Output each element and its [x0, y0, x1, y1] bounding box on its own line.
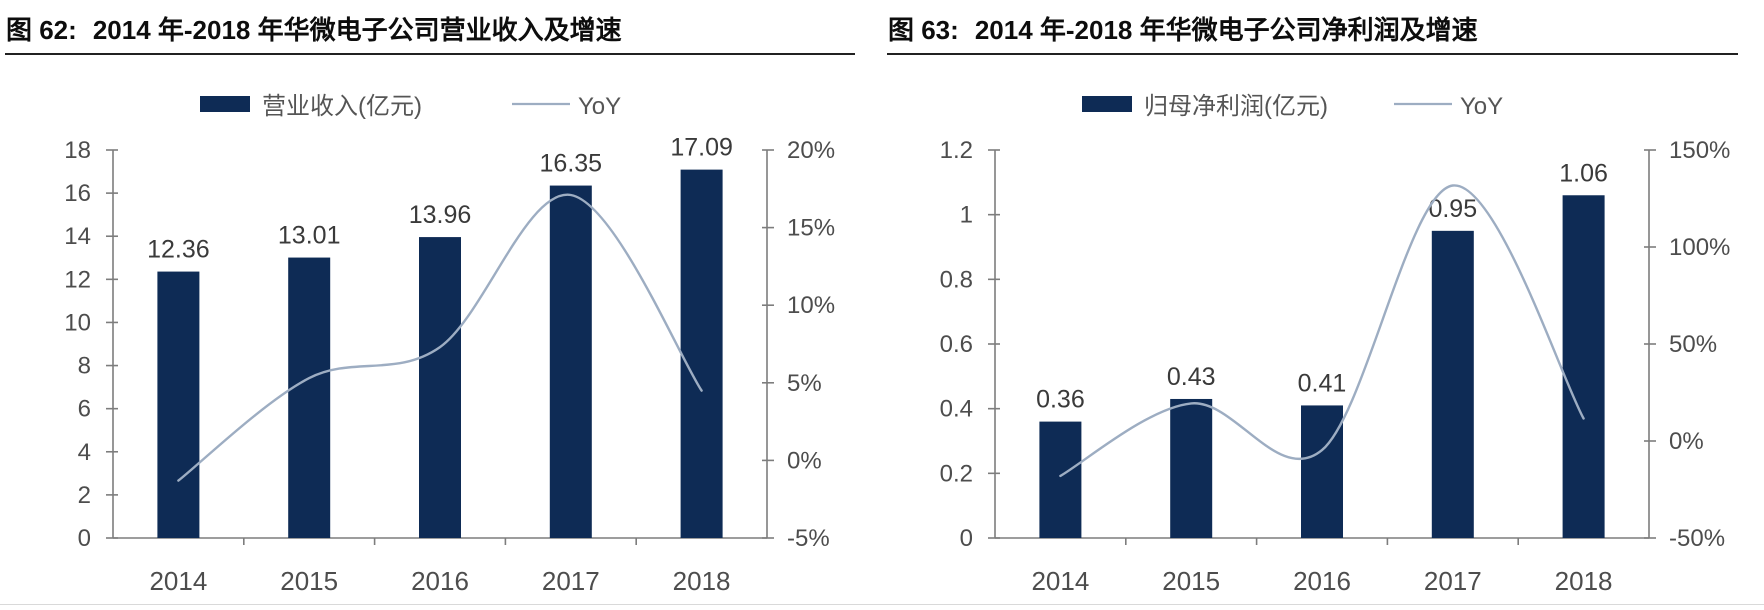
- yoy-line: [1059, 184, 1585, 478]
- category-label: 2018: [673, 566, 731, 596]
- data-label: 0.43: [1167, 363, 1216, 391]
- bar-2016: [419, 237, 461, 538]
- right-axis-tick-label: 10%: [787, 292, 835, 319]
- category-label: 2017: [1424, 566, 1482, 596]
- bottom-divider: [0, 604, 1764, 605]
- figure-title: 2014 年-2018 年华微电子公司净利润及增速: [974, 15, 1478, 45]
- net-profit-figure-panel: 图 63: 2014 年-2018 年华微电子公司净利润及增速 归母净利润(亿元…: [882, 0, 1764, 606]
- data-label: 0.95: [1428, 195, 1477, 223]
- left-axis-tick-label: 18: [64, 137, 91, 164]
- data-label: 0.36: [1036, 386, 1085, 414]
- figure-label: 图 63:: [888, 15, 959, 45]
- left-axis-tick-label: 16: [64, 180, 91, 207]
- data-label: 13.96: [409, 201, 472, 229]
- right-axis-tick-label: 150%: [1669, 137, 1730, 164]
- title-divider: [5, 53, 855, 55]
- left-axis-tick-label: 14: [64, 223, 91, 250]
- data-label: 13.01: [278, 222, 341, 250]
- left-axis-tick-label: 8: [78, 353, 91, 380]
- category-label: 2014: [1031, 566, 1089, 596]
- left-axis-tick-label: 0.8: [940, 266, 973, 293]
- right-axis-tick-label: -50%: [1669, 525, 1725, 552]
- right-axis-tick-label: 15%: [787, 215, 835, 242]
- left-axis-tick-label: 2: [78, 482, 91, 509]
- category-label: 2018: [1555, 566, 1613, 596]
- data-label: 1.06: [1559, 159, 1608, 187]
- data-label: 0.41: [1298, 369, 1347, 397]
- net-profit-chart: 归母净利润(亿元) YoY 1.2 1 0.8 0.6 0.4 0.2 0 150% 100% 50%…: [940, 93, 1731, 596]
- bar-2016: [1301, 405, 1343, 538]
- left-axis-tick-label: 0: [960, 525, 973, 552]
- left-axis-tick-label: 4: [78, 439, 91, 466]
- category-label: 2016: [1293, 566, 1351, 596]
- legend-bar-label: 营业收入(亿元): [262, 93, 422, 120]
- legend-line-label: YoY: [1460, 93, 1503, 120]
- left-axis-tick-label: 0.6: [940, 331, 973, 358]
- bar-2018: [680, 169, 723, 539]
- revenue-figure-panel: 图 62: 2014 年-2018 年华微电子公司营业收入及增速 营业收入(亿元…: [0, 0, 882, 606]
- figure-title: 2014 年-2018 年华微电子公司营业收入及增速: [92, 15, 622, 45]
- bar-2018: [1562, 195, 1605, 538]
- left-axis-tick-label: 0: [78, 525, 91, 552]
- left-axis-tick-label: 12: [64, 266, 91, 293]
- category-label: 2016: [411, 566, 469, 596]
- left-axis-tick-label: 10: [64, 309, 91, 336]
- figure-label: 图 62:: [6, 15, 77, 45]
- figure-title-row: 图 62: 2014 年-2018 年华微电子公司营业收入及增速: [6, 10, 622, 47]
- bar-2017: [549, 185, 592, 539]
- left-axis-tick-label: 6: [78, 396, 91, 423]
- legend-line-label: YoY: [578, 93, 621, 120]
- yoy-line: [177, 193, 703, 482]
- bar-2015: [1170, 398, 1213, 538]
- bar-2015: [288, 257, 331, 538]
- right-axis-tick-label: 100%: [1669, 234, 1730, 261]
- title-divider: [887, 53, 1738, 55]
- right-axis-tick-label: 0%: [787, 447, 822, 474]
- right-axis-tick-label: 20%: [787, 137, 835, 164]
- category-label: 2017: [542, 566, 600, 596]
- bar-2014: [1039, 421, 1082, 538]
- right-axis-tick-label: -5%: [787, 525, 830, 552]
- left-axis-tick-label: 1: [960, 202, 973, 229]
- category-label: 2015: [1162, 566, 1220, 596]
- left-axis-tick-label: 0.4: [940, 396, 973, 423]
- right-axis-tick-label: 5%: [787, 370, 822, 397]
- revenue-chart: 营业收入(亿元) YoY 18 16 14 12 10 8 6 4 2 0 20% 15% 10% 5% 0% -…: [64, 93, 835, 596]
- legend-bar-swatch: [200, 96, 250, 112]
- bar-2017: [1431, 230, 1474, 539]
- bar-2014: [157, 271, 200, 538]
- right-axis-tick-label: 0%: [1669, 428, 1704, 455]
- data-label: 12.36: [147, 236, 210, 264]
- data-label: 17.09: [670, 134, 733, 162]
- right-axis-tick-label: 50%: [1669, 331, 1717, 358]
- category-label: 2015: [280, 566, 338, 596]
- figure-title-row: 图 63: 2014 年-2018 年华微电子公司净利润及增速: [888, 10, 1478, 47]
- data-label: 16.35: [540, 150, 603, 178]
- category-label: 2014: [149, 566, 207, 596]
- left-axis-tick-label: 0.2: [940, 460, 973, 487]
- legend-bar-swatch: [1082, 96, 1132, 112]
- legend-bar-label: 归母净利润(亿元): [1144, 93, 1328, 120]
- left-axis-tick-label: 1.2: [940, 137, 973, 164]
